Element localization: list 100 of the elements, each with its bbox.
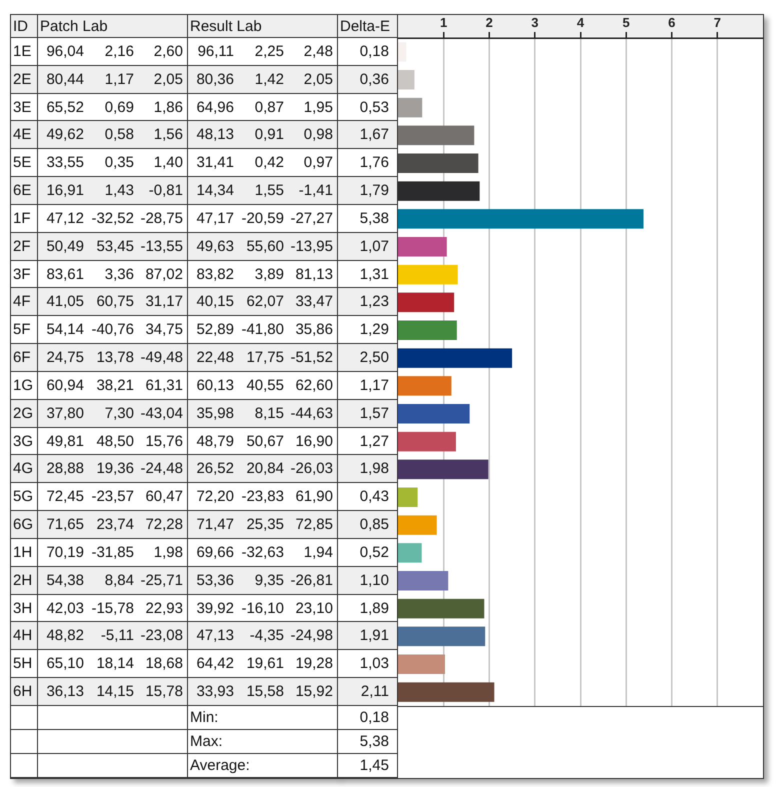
data-label: 72,28 xyxy=(145,516,183,534)
data-label: 35,98 xyxy=(196,404,234,422)
data-label: -32,52 xyxy=(91,210,134,227)
data-label: 81,13 xyxy=(295,266,333,283)
data-label: -44,63 xyxy=(290,404,333,422)
data-label: 0,36 xyxy=(360,70,389,88)
data-label: 2,11 xyxy=(360,683,389,700)
data-label: 35,86 xyxy=(295,321,333,338)
data-label: 1,86 xyxy=(154,98,183,116)
data-label: 20,84 xyxy=(246,460,284,478)
data-label: -41,80 xyxy=(241,321,284,338)
data-label: 48,50 xyxy=(96,432,134,450)
y-tick-label: 6G xyxy=(13,516,34,534)
data-label: 23,10 xyxy=(295,600,333,617)
y-tick-label: 2E xyxy=(13,70,32,88)
x-tick-label: 7 xyxy=(714,14,721,30)
y-tick-label: 6H xyxy=(13,683,32,700)
data-label: 26,52 xyxy=(196,460,234,478)
data-label: 1,67 xyxy=(360,126,389,144)
y-tick-label: 5E xyxy=(13,154,32,172)
data-label: -23,57 xyxy=(91,488,134,506)
y-tick-label: 5F xyxy=(13,321,31,338)
y-tick-label: 6E xyxy=(13,182,32,200)
data-label: 1,55 xyxy=(254,182,284,200)
data-label: 40,15 xyxy=(196,293,234,310)
data-label: 65,52 xyxy=(46,98,84,116)
data-label: 1,23 xyxy=(360,293,389,310)
data-label: 47,17 xyxy=(196,210,234,227)
data-label: 0,52 xyxy=(360,544,389,561)
y-tick-label: 6F xyxy=(13,349,31,366)
data-label: 31,41 xyxy=(196,154,234,172)
data-label: 38,21 xyxy=(96,376,134,394)
data-label: 64,96 xyxy=(196,98,234,116)
data-label: 62,60 xyxy=(295,376,333,394)
data-label: 34,75 xyxy=(145,321,183,338)
data-label: 72,85 xyxy=(295,516,333,534)
data-label: 54,38 xyxy=(46,572,84,589)
data-label: -13,95 xyxy=(290,238,333,255)
data-label: 25,35 xyxy=(246,516,284,534)
data-label: 7,30 xyxy=(104,404,134,422)
data-label: -49,48 xyxy=(140,349,183,366)
data-label: 70,19 xyxy=(46,544,84,561)
data-label: -5,11 xyxy=(100,627,134,644)
data-label: 14,15 xyxy=(96,683,134,700)
data-label: -24,48 xyxy=(140,460,183,478)
data-label: 8,15 xyxy=(254,404,284,422)
y-tick-label: 4F xyxy=(13,293,31,310)
data-label: -31,85 xyxy=(91,544,134,561)
data-label: -15,78 xyxy=(91,600,134,617)
data-label: 1,27 xyxy=(360,432,389,450)
data-label: -25,71 xyxy=(140,572,183,589)
data-label: -1,41 xyxy=(298,182,333,200)
y-tick-label: 1G xyxy=(13,376,34,394)
y-tick-label: 5H xyxy=(13,655,32,672)
data-label: 50,49 xyxy=(46,238,84,255)
x-tick-label: Patch Lab xyxy=(40,18,108,34)
text: Min: xyxy=(190,708,218,726)
data-label: 71,65 xyxy=(46,516,84,534)
data-label: 0,69 xyxy=(104,98,134,116)
data-label: 24,75 xyxy=(46,349,84,366)
data-label: 17,75 xyxy=(246,349,284,366)
data-label: 1,98 xyxy=(360,460,389,478)
data-label: 33,93 xyxy=(196,683,234,700)
data-label: 36,13 xyxy=(46,683,84,700)
data-label: 0,97 xyxy=(304,154,333,172)
data-label: 1,91 xyxy=(360,627,389,644)
data-label: 83,61 xyxy=(46,266,84,283)
y-tick-label: 5G xyxy=(13,488,34,506)
data-label: 1,29 xyxy=(360,321,389,338)
data-label: 0,85 xyxy=(360,516,389,534)
data-label: 54,14 xyxy=(46,321,84,338)
data-label: 2,50 xyxy=(360,349,389,366)
data-label: -16,10 xyxy=(241,600,284,617)
x-axis-title: Delta-E xyxy=(340,18,390,34)
data-label: 18,14 xyxy=(96,655,134,672)
data-label: 65,10 xyxy=(46,655,84,672)
data-label: 23,74 xyxy=(96,516,134,534)
data-label: 87,02 xyxy=(145,266,183,283)
data-label: 22,48 xyxy=(196,349,234,366)
y-tick-label: 3E xyxy=(13,98,32,116)
data-label: -28,75 xyxy=(140,210,183,227)
data-label: 83,82 xyxy=(196,266,234,283)
y-axis-title: ID xyxy=(13,18,28,34)
data-label: 0,43 xyxy=(360,488,389,506)
text: Average: xyxy=(190,756,250,774)
data-label: 3,36 xyxy=(104,266,134,283)
data-label: 96,04 xyxy=(46,42,84,60)
data-label: 69,66 xyxy=(196,544,234,561)
y-tick-label: 2G xyxy=(13,404,34,422)
x-tick-label: 4 xyxy=(576,14,585,30)
text: Max: xyxy=(190,732,223,750)
data-label: 96,11 xyxy=(198,42,234,60)
data-label: 41,05 xyxy=(46,293,84,310)
data-label: 1,98 xyxy=(154,544,183,561)
y-tick-label: 4G xyxy=(13,460,34,478)
data-label: 0,91 xyxy=(254,126,284,144)
text: 5,38 xyxy=(360,732,389,750)
y-tick-label: 4E xyxy=(13,126,32,144)
data-label: 40,55 xyxy=(246,376,284,394)
y-tick-label: 1H xyxy=(13,544,32,561)
